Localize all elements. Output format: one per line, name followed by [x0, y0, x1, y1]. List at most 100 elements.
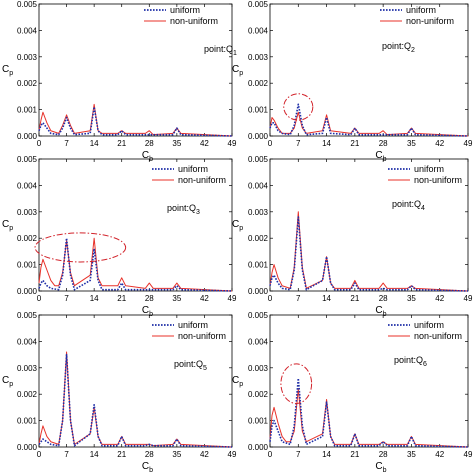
x-tick-label: 35 — [172, 294, 181, 303]
legend-label-non-uniform: non-uniform — [170, 16, 218, 26]
y-tick-label: 0.000 — [17, 443, 38, 452]
x-tick-label: 28 — [145, 294, 154, 303]
y-tick-label: 0.000 — [248, 132, 269, 141]
x-tick-label: 35 — [407, 139, 416, 148]
x-tick-label: 7 — [296, 294, 301, 303]
y-tick-label: 0.002 — [248, 390, 269, 399]
y-tick-label: 0.001 — [248, 261, 269, 270]
y-tick-label: 0.002 — [17, 390, 38, 399]
panel-q5: 0 7 14 21 28 35 42 49 0.000 0.001 0.002 0.003 0.004 0… — [2, 311, 237, 474]
y-axis-label-main: C — [2, 375, 9, 386]
legend-label-uniform: uniform — [406, 5, 436, 15]
x-tick-label: 21 — [350, 294, 359, 303]
x-tick-label: 7 — [64, 139, 69, 148]
x-tick-label: 28 — [145, 450, 154, 459]
x-tick-label: 42 — [435, 139, 444, 148]
y-tick-label: 0.005 — [248, 155, 269, 164]
point-label-main: point:Q — [382, 41, 411, 51]
x-axis-label: Cb — [142, 305, 153, 318]
plot-frame — [269, 314, 469, 448]
point-label-main: point:Q — [174, 359, 203, 369]
x-tick-label: 21 — [350, 139, 359, 148]
y-axis-label-main: C — [232, 64, 239, 75]
point-label-sub: 2 — [411, 47, 415, 54]
highlight-ellipse — [283, 93, 314, 121]
y-tick-label: 0.005 — [17, 155, 38, 164]
y-axis-label-sub: p — [9, 70, 13, 77]
y-tick-label: 0.003 — [248, 364, 269, 373]
x-axis-label: Cb — [375, 305, 386, 318]
point-label: point:Q5 — [174, 359, 207, 372]
y-tick-label: 0.002 — [248, 79, 269, 88]
point-label: point:Q3 — [167, 203, 200, 216]
x-axis-label: Cb — [375, 461, 386, 474]
point-label-sub: 1 — [233, 50, 237, 57]
point-label-sub: 6 — [423, 361, 427, 368]
legend-label-non-uniform: non-uniform — [414, 331, 462, 341]
x-tick-label: 7 — [64, 450, 69, 459]
legend-label-non-uniform: non-uniform — [406, 16, 454, 26]
y-axis-label-sub: p — [9, 381, 13, 388]
x-tick-label: 49 — [464, 139, 473, 148]
x-tick-label: 14 — [322, 294, 331, 303]
x-tick-label: 28 — [379, 139, 388, 148]
x-axis-label-sub: b — [149, 156, 153, 163]
x-tick-label: 42 — [200, 450, 209, 459]
y-tick-label: 0.004 — [248, 26, 269, 35]
x-tick-label: 14 — [90, 139, 99, 148]
x-axis-label-main: C — [142, 461, 149, 472]
y-axis-label-sub: p — [239, 225, 243, 232]
series-uniform-line — [269, 377, 469, 448]
x-tick-label: 21 — [350, 450, 359, 459]
x-tick-label: 21 — [117, 139, 126, 148]
y-axis-label-main: C — [2, 64, 9, 75]
y-axis-label-sub: p — [239, 70, 243, 77]
x-tick-label: 0 — [268, 450, 273, 459]
x-tick-label: 0 — [37, 294, 42, 303]
x-tick-label: 21 — [117, 450, 126, 459]
x-tick-label: 35 — [172, 139, 181, 148]
y-tick-label: 0.001 — [248, 417, 269, 426]
y-tick-label: 0.001 — [17, 417, 38, 426]
x-axis-label: Cb — [142, 150, 153, 163]
x-tick-label: 7 — [64, 294, 69, 303]
x-tick-label: 35 — [407, 450, 416, 459]
x-tick-label: 42 — [200, 139, 209, 148]
y-tick-label: 0.004 — [17, 181, 38, 190]
x-axis-label: Cb — [142, 461, 153, 474]
point-label: point:Q4 — [392, 199, 425, 212]
x-tick-label: 49 — [228, 450, 237, 459]
y-axis-label: Cp — [2, 64, 13, 77]
series-non-uniform-line — [269, 211, 469, 292]
legend-label-non-uniform: non-uniform — [178, 331, 226, 341]
legend-label-uniform: uniform — [178, 320, 208, 330]
x-axis-label-main: C — [142, 150, 149, 161]
legend-label-uniform: uniform — [414, 164, 444, 174]
x-tick-label: 49 — [228, 294, 237, 303]
legend-label-non-uniform: non-uniform — [178, 175, 226, 185]
y-tick-label: 0.003 — [17, 53, 38, 62]
panel-q3: 0 7 14 21 28 35 42 49 0.000 0.001 0.002 0.003 0.004 0… — [2, 155, 237, 318]
x-tick-label: 7 — [296, 139, 301, 148]
y-axis-label: Cp — [232, 375, 243, 388]
y-tick-label: 0.003 — [248, 208, 269, 217]
y-tick-label: 0.005 — [248, 0, 269, 9]
legend-label-uniform: uniform — [414, 320, 444, 330]
point-label-main: point:Q — [167, 203, 196, 213]
y-tick-label: 0.005 — [248, 311, 269, 320]
y-axis-label: Cp — [2, 219, 13, 232]
series-uniform-line — [38, 106, 233, 137]
x-axis-label-sub: b — [383, 311, 387, 318]
x-tick-label: 49 — [228, 139, 237, 148]
x-axis-label-sub: b — [383, 467, 387, 474]
y-axis-label-main: C — [2, 219, 9, 230]
y-axis-label: Cp — [232, 219, 243, 232]
y-tick-label: 0.002 — [17, 234, 38, 243]
y-tick-label: 0.004 — [248, 337, 269, 346]
y-axis-label-sub: p — [9, 225, 13, 232]
legend-label-uniform: uniform — [178, 164, 208, 174]
series-uniform-line — [269, 216, 469, 292]
y-tick-label: 0.001 — [17, 106, 38, 115]
